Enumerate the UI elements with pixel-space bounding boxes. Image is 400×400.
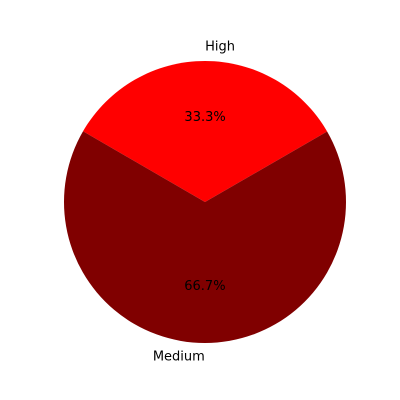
pie-slice-medium <box>63 131 346 343</box>
pie-category-label-high: High <box>205 39 235 54</box>
pie-category-label-medium: Medium <box>153 350 205 365</box>
pie-percent-label-medium: 66.7% <box>184 279 225 294</box>
pie-labels: 33.3% High 66.7% Medium <box>153 39 235 364</box>
pie-slices <box>63 60 346 343</box>
pie-slice-high <box>83 60 328 202</box>
pie-percent-label-high: 33.3% <box>184 110 225 125</box>
